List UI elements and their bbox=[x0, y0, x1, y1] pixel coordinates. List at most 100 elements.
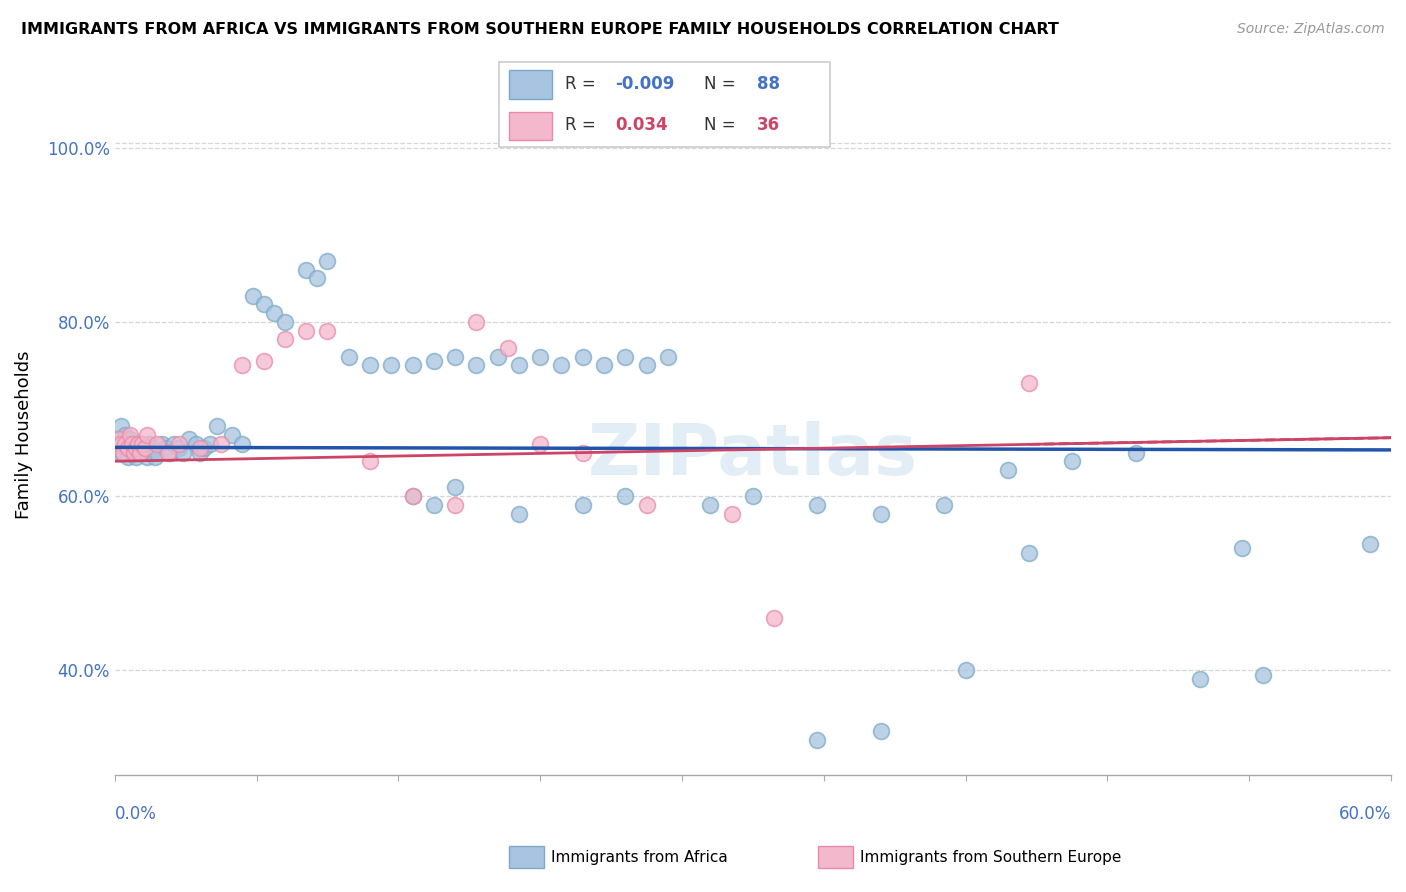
Point bbox=[117, 450, 139, 464]
Point bbox=[110, 419, 132, 434]
Point bbox=[1018, 546, 1040, 560]
Point bbox=[636, 359, 658, 373]
Point bbox=[156, 445, 179, 459]
Point bbox=[359, 359, 381, 373]
Point bbox=[529, 350, 551, 364]
Text: IMMIGRANTS FROM AFRICA VS IMMIGRANTS FROM SOUTHERN EUROPE FAMILY HOUSEHOLDS CORR: IMMIGRANTS FROM AFRICA VS IMMIGRANTS FRO… bbox=[21, 22, 1059, 37]
Point bbox=[465, 359, 488, 373]
Point bbox=[159, 445, 181, 459]
Point bbox=[179, 433, 201, 447]
Point bbox=[720, 507, 742, 521]
Point bbox=[1018, 376, 1040, 390]
Point bbox=[125, 441, 148, 455]
Point bbox=[465, 315, 488, 329]
Point bbox=[184, 437, 207, 451]
Point bbox=[359, 454, 381, 468]
Text: Immigrants from Southern Europe: Immigrants from Southern Europe bbox=[860, 850, 1122, 864]
Point bbox=[127, 437, 149, 451]
Point bbox=[401, 359, 423, 373]
Point bbox=[221, 428, 243, 442]
Point bbox=[934, 498, 956, 512]
Point bbox=[134, 441, 156, 455]
Point bbox=[200, 437, 222, 451]
Point bbox=[127, 437, 149, 451]
Point bbox=[114, 437, 136, 451]
Point bbox=[305, 271, 328, 285]
Point bbox=[869, 507, 891, 521]
Point bbox=[571, 498, 593, 512]
Point bbox=[150, 437, 173, 451]
Point bbox=[295, 324, 318, 338]
Point bbox=[806, 498, 828, 512]
Point bbox=[869, 724, 891, 739]
Point bbox=[253, 354, 276, 368]
Point bbox=[763, 611, 786, 625]
Point bbox=[1125, 445, 1147, 459]
Point bbox=[380, 359, 402, 373]
Text: 88: 88 bbox=[756, 75, 780, 93]
Point bbox=[444, 498, 467, 512]
Point bbox=[209, 437, 232, 451]
Point bbox=[636, 498, 658, 512]
Point bbox=[125, 437, 148, 451]
Point bbox=[146, 437, 169, 451]
Point bbox=[486, 350, 509, 364]
Point bbox=[155, 441, 177, 455]
Text: R =: R = bbox=[565, 116, 602, 134]
Point bbox=[121, 437, 143, 451]
Point bbox=[1230, 541, 1253, 556]
Point bbox=[508, 359, 530, 373]
Point bbox=[129, 441, 152, 455]
Point bbox=[806, 733, 828, 747]
Point bbox=[188, 441, 211, 455]
Point bbox=[117, 441, 139, 455]
Text: N =: N = bbox=[704, 75, 741, 93]
Point bbox=[105, 437, 128, 451]
Point bbox=[114, 437, 136, 451]
Y-axis label: Family Households: Family Households bbox=[15, 351, 32, 519]
Point bbox=[423, 498, 446, 512]
Text: R =: R = bbox=[565, 75, 602, 93]
Point bbox=[122, 441, 145, 455]
Bar bbox=[509, 112, 553, 140]
Point bbox=[1060, 454, 1083, 468]
Point bbox=[274, 332, 297, 346]
Point bbox=[1253, 667, 1275, 681]
Point bbox=[997, 463, 1019, 477]
Point bbox=[167, 437, 190, 451]
Point bbox=[571, 350, 593, 364]
Point bbox=[112, 445, 135, 459]
Point bbox=[401, 489, 423, 503]
Text: -0.009: -0.009 bbox=[614, 75, 673, 93]
Point bbox=[316, 324, 339, 338]
Point bbox=[401, 489, 423, 503]
Point bbox=[205, 419, 228, 434]
Point bbox=[316, 253, 339, 268]
Point bbox=[108, 433, 131, 447]
Point bbox=[614, 489, 637, 503]
Point bbox=[110, 445, 132, 459]
Point bbox=[139, 445, 162, 459]
Point bbox=[108, 437, 131, 451]
Text: 60.0%: 60.0% bbox=[1339, 805, 1391, 823]
Point bbox=[699, 498, 721, 512]
FancyBboxPatch shape bbox=[499, 62, 830, 147]
Point bbox=[118, 433, 141, 447]
Point bbox=[263, 306, 285, 320]
Point bbox=[295, 262, 318, 277]
Text: 36: 36 bbox=[756, 116, 780, 134]
Point bbox=[571, 445, 593, 459]
Point bbox=[112, 445, 135, 459]
Point bbox=[118, 437, 141, 451]
Point bbox=[114, 428, 136, 442]
Text: ZIPatlas: ZIPatlas bbox=[588, 421, 918, 490]
Point bbox=[112, 433, 135, 447]
Point bbox=[135, 450, 157, 464]
Point bbox=[163, 437, 186, 451]
Point bbox=[508, 507, 530, 521]
Point bbox=[125, 450, 148, 464]
Point bbox=[134, 441, 156, 455]
Point bbox=[188, 445, 211, 459]
Point bbox=[1188, 672, 1211, 686]
Point bbox=[131, 437, 153, 451]
